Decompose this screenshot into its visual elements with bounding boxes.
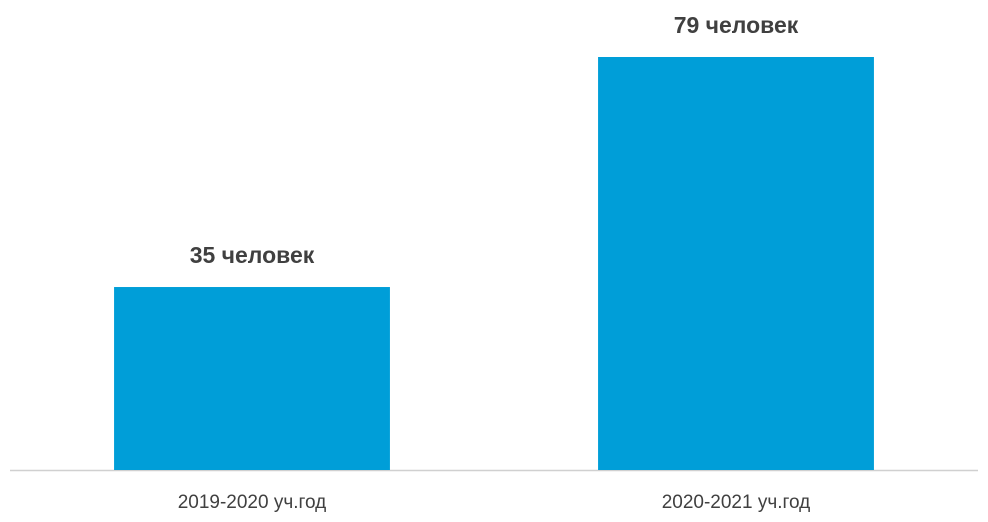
x-tick-label: 2020-2021 уч.год [662,492,811,513]
bar [598,57,874,470]
data-label: 35 человек [190,242,315,268]
bar [114,287,390,470]
data-label: 79 человек [674,12,799,38]
x-tick-label: 2019-2020 уч.год [178,492,327,513]
